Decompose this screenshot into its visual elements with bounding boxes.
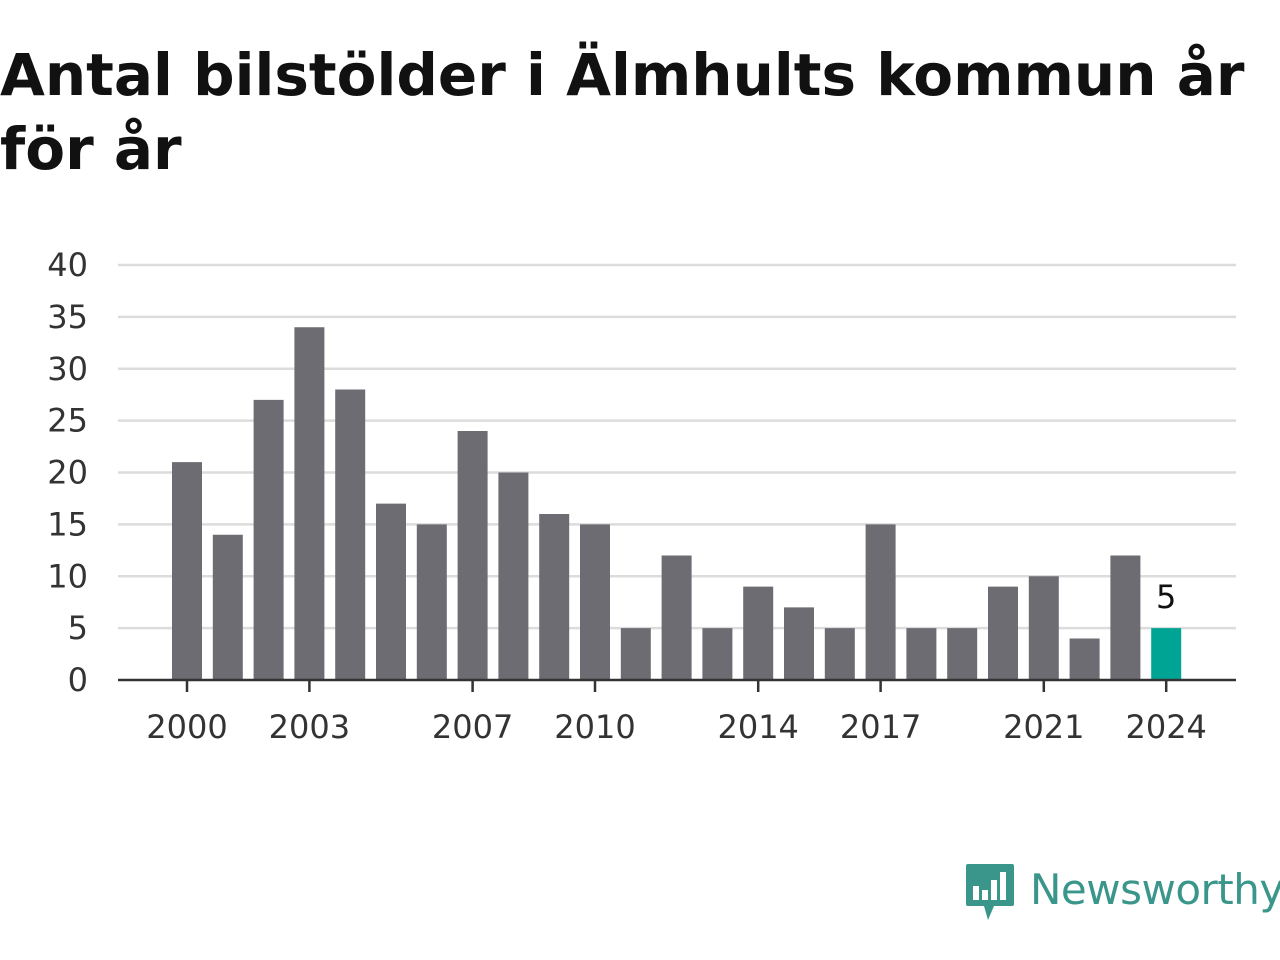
bar-2004 [335,389,366,680]
newsworthy-logo: Newsworthy [964,862,1280,930]
newsworthy-logo-text: Newsworthy [1030,865,1280,914]
y-tick-label: 20 [47,454,88,492]
bar-2009 [539,514,570,680]
bar-2007 [457,431,488,680]
x-tick-label: 2000 [146,708,227,746]
bar-2013 [702,628,733,680]
x-tick-label: 2007 [432,708,513,746]
bar-2001 [212,534,243,680]
y-tick-label: 25 [47,402,88,440]
bar-2024 [1151,628,1182,680]
chart-title: Antal bilstölder i Älmhults kommun år fö… [0,41,1245,183]
bar-2000 [172,462,202,680]
bar-2019 [947,628,978,680]
bar-2006 [416,524,447,680]
data-labels: 5 [1156,578,1176,616]
bar-2012 [661,555,692,680]
bar-2010 [580,524,610,680]
x-tick-label: 2017 [840,708,921,746]
data-label: 5 [1156,578,1176,616]
x-tick-label: 2021 [1003,708,1084,746]
bar-2008 [498,472,529,680]
bar-2018 [906,628,937,680]
y-tick-label: 35 [47,298,88,336]
y-tick-label: 40 [47,246,88,284]
bar-chart: 0 5 10 15 20 25 30 35 40 2000 2003 2007 2010 2014 201… [47,246,1236,746]
bar-2023 [1110,555,1141,680]
y-tick-label: 5 [68,609,88,647]
bar-2016 [824,628,855,680]
x-tick-label: 2003 [269,708,350,746]
x-tick-label: 2010 [554,708,635,746]
y-tick-label: 10 [47,557,88,595]
x-axis-ticks: 2000 2003 2007 2010 2014 2017 2021 2024 [146,680,1207,746]
y-tick-label: 30 [47,350,88,388]
bar-2011 [620,628,651,680]
bar-2020 [988,586,1018,680]
bar-2021 [1028,576,1059,680]
y-tick-label: 0 [68,661,88,699]
x-tick-label: 2024 [1125,708,1206,746]
bar-2017 [865,524,896,680]
bar-2015 [784,607,814,680]
bar-2003 [294,327,325,680]
bar-2005 [376,503,406,680]
newsworthy-logo-icon [966,864,1014,920]
y-axis-ticks: 0 5 10 15 20 25 30 35 40 [47,246,88,699]
bar-2014 [743,586,774,680]
bar-2002 [253,399,284,680]
bars [172,327,1182,680]
x-tick-label: 2014 [717,708,798,746]
bar-2022 [1069,638,1100,680]
y-tick-label: 15 [47,505,88,543]
